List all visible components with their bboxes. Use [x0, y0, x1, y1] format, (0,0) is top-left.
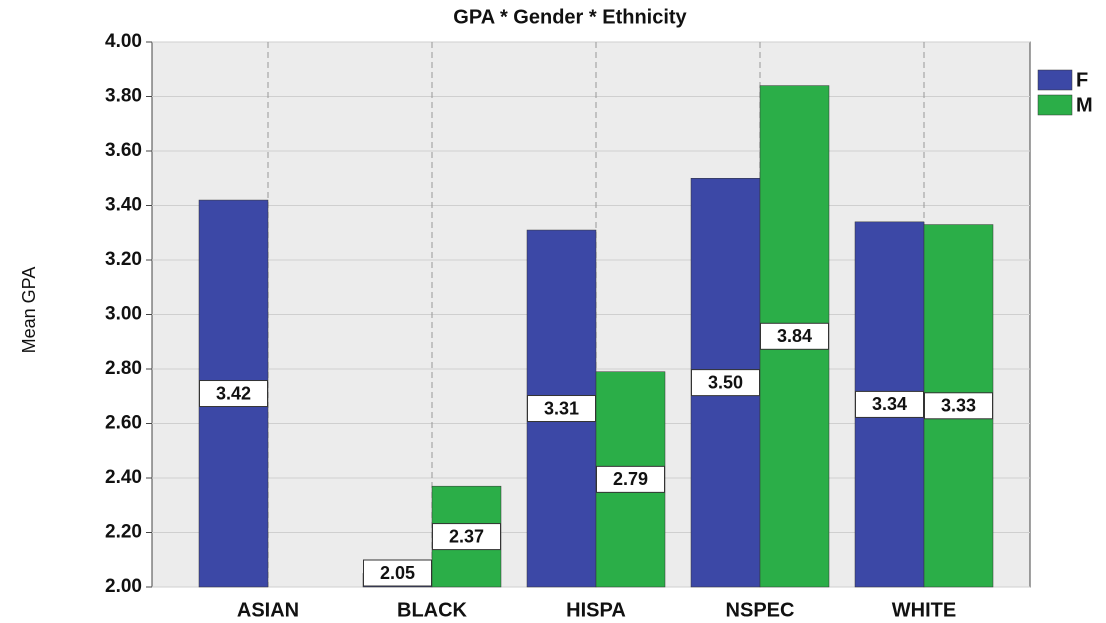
legend-label: M: [1076, 94, 1093, 116]
value-label: 2.79: [613, 469, 648, 489]
value-label-box: [199, 380, 268, 408]
value-label-box: [363, 559, 432, 587]
y-tick-label: 2.60: [105, 413, 142, 434]
value-label: 3.33: [941, 396, 976, 416]
value-label-box: [596, 465, 665, 493]
value-label: 3.84: [777, 326, 812, 346]
y-tick-label: 4.00: [105, 31, 142, 52]
x-tick-label: NSPEC: [726, 599, 795, 621]
y-tick-label: 3.40: [105, 195, 142, 216]
value-label: 3.31: [544, 398, 579, 418]
x-tick-label: HISPA: [566, 599, 626, 621]
legend-label: F: [1076, 69, 1088, 91]
legend-swatch: [1037, 69, 1073, 91]
y-tick-label: 3.00: [105, 304, 142, 325]
y-tick-label: 3.20: [105, 249, 142, 270]
value-label: 3.42: [216, 383, 251, 403]
y-tick-label: 2.00: [105, 576, 142, 597]
legend-swatch: [1037, 94, 1073, 116]
value-label: 2.05: [380, 563, 415, 583]
x-tick-label: WHITE: [892, 599, 956, 621]
value-label: 2.37: [449, 526, 484, 546]
y-tick-label: 2.40: [105, 467, 142, 488]
value-label: 3.50: [708, 372, 743, 392]
x-tick-label: BLACK: [397, 599, 468, 621]
value-label-box: [691, 369, 760, 397]
value-label-box: [855, 390, 924, 418]
value-label-box: [924, 392, 993, 420]
y-tick-label: 2.20: [105, 522, 142, 543]
y-tick-label: 3.60: [105, 140, 142, 161]
chart-title: GPA * Gender * Ethnicity: [453, 6, 687, 28]
y-axis-label: Mean GPA: [19, 267, 39, 354]
y-tick-label: 2.80: [105, 358, 142, 379]
y-tick-label: 3.80: [105, 86, 142, 107]
x-tick-label: ASIAN: [237, 599, 299, 621]
value-label-box: [432, 523, 501, 551]
value-label-box: [527, 395, 596, 423]
value-label: 3.34: [872, 394, 907, 414]
value-label-box: [760, 322, 829, 350]
